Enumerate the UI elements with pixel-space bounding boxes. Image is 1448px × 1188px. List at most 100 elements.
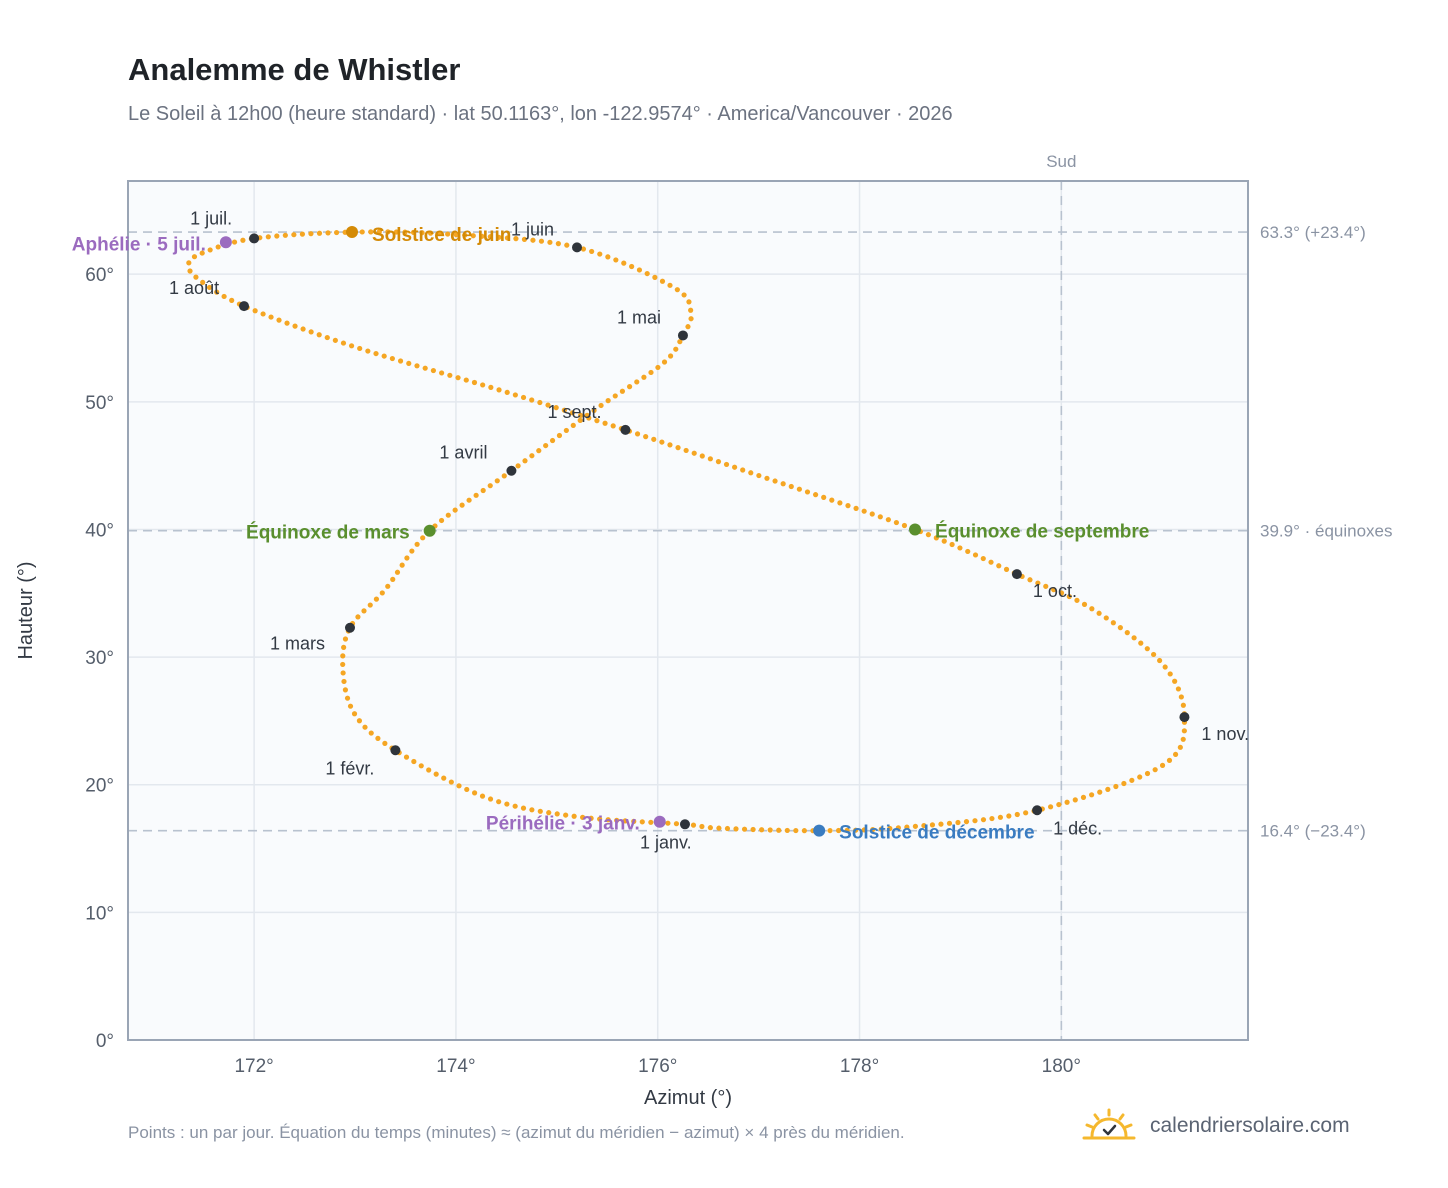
daily-sun-point bbox=[613, 257, 619, 263]
daily-sun-point bbox=[368, 229, 374, 235]
daily-sun-point bbox=[1027, 577, 1033, 583]
daily-sun-point bbox=[741, 826, 748, 832]
event-label: Équinoxe de mars bbox=[246, 522, 410, 544]
daily-sun-point bbox=[441, 775, 447, 781]
daily-sun-point bbox=[688, 316, 694, 322]
daily-sun-point bbox=[546, 810, 552, 816]
daily-sun-point bbox=[1157, 657, 1163, 664]
daily-sun-point bbox=[556, 432, 563, 439]
daily-sun-point bbox=[479, 233, 485, 239]
daily-sun-point bbox=[459, 502, 465, 508]
daily-sun-point bbox=[591, 407, 597, 413]
daily-sun-point bbox=[1172, 678, 1178, 684]
y-tick-label: 20° bbox=[85, 776, 114, 797]
daily-sun-point bbox=[410, 229, 417, 236]
daily-sun-point bbox=[756, 472, 762, 479]
chart-subtitle: Le Soleil à 12h00 (heure standard) · lat… bbox=[128, 103, 953, 125]
daily-sun-point bbox=[683, 447, 689, 454]
daily-sun-point bbox=[1043, 583, 1049, 589]
daily-sun-point bbox=[674, 287, 680, 293]
daily-sun-point bbox=[912, 823, 918, 829]
daily-sun-point bbox=[379, 590, 385, 596]
daily-sun-point bbox=[274, 233, 280, 239]
daily-sun-point bbox=[933, 535, 939, 541]
daily-sun-point bbox=[348, 343, 355, 349]
event-label: Équinoxe de septembre bbox=[935, 520, 1149, 542]
daily-sun-point bbox=[589, 248, 595, 255]
daily-sun-point bbox=[221, 293, 227, 300]
chart-title: Analemme de Whistler bbox=[128, 52, 461, 87]
daily-sun-point bbox=[276, 317, 282, 323]
daily-sun-point bbox=[1121, 780, 1127, 787]
daily-sun-point bbox=[186, 260, 192, 266]
daily-sun-point bbox=[397, 358, 404, 364]
daily-sun-point bbox=[829, 497, 835, 503]
daily-sun-point bbox=[260, 311, 266, 317]
month-label: 1 sept. bbox=[547, 402, 601, 422]
daily-sun-point bbox=[513, 236, 519, 242]
daily-sun-point bbox=[529, 807, 535, 813]
month-point bbox=[344, 622, 355, 633]
daily-sun-point bbox=[659, 439, 665, 445]
daily-sun-point bbox=[480, 382, 486, 388]
daily-sun-point bbox=[1129, 777, 1135, 783]
daily-sun-point bbox=[466, 497, 472, 503]
daily-sun-point bbox=[605, 817, 611, 823]
daily-sun-point bbox=[1064, 799, 1070, 805]
daily-sun-point bbox=[675, 445, 681, 451]
daily-sun-point bbox=[1006, 813, 1012, 819]
daily-sun-point bbox=[367, 602, 373, 608]
daily-sun-point bbox=[496, 799, 502, 805]
daily-sun-point bbox=[537, 399, 543, 406]
daily-sun-point bbox=[436, 230, 442, 237]
daily-sun-point bbox=[688, 307, 694, 313]
daily-sun-point bbox=[622, 818, 628, 824]
daily-sun-point bbox=[1096, 610, 1102, 616]
daily-sun-point bbox=[835, 827, 842, 834]
daily-sun-point bbox=[471, 790, 478, 796]
plot-area bbox=[128, 181, 1248, 1040]
brand-name: calendriersolaire.com bbox=[1150, 1114, 1350, 1137]
daily-sun-point bbox=[648, 369, 654, 376]
brand[interactable]: calendriersolaire.com bbox=[1082, 1106, 1350, 1146]
daily-sun-point bbox=[456, 783, 462, 789]
daily-sun-point bbox=[375, 735, 381, 742]
daily-sun-point bbox=[300, 326, 306, 332]
daily-sun-point bbox=[325, 230, 331, 236]
daily-sun-point bbox=[385, 229, 391, 235]
daily-sun-point bbox=[904, 824, 910, 830]
month-point bbox=[1179, 712, 1190, 723]
daily-sun-point bbox=[515, 463, 521, 469]
daily-sun-point bbox=[488, 384, 494, 390]
daily-sun-point bbox=[988, 559, 994, 565]
daily-sun-point bbox=[1058, 590, 1065, 596]
daily-sun-point bbox=[1180, 702, 1186, 708]
daily-sun-point bbox=[648, 819, 654, 825]
month-point bbox=[390, 745, 401, 756]
daily-sun-point bbox=[193, 274, 199, 280]
daily-sun-point bbox=[399, 562, 405, 568]
daily-sun-point bbox=[1113, 783, 1119, 790]
daily-sun-point bbox=[438, 517, 445, 524]
month-point bbox=[1032, 805, 1043, 816]
daily-sun-point bbox=[494, 478, 500, 484]
footer-note: Points : un par jour. Équation du temps … bbox=[128, 1123, 905, 1142]
daily-sun-point bbox=[536, 448, 542, 454]
daily-sun-point bbox=[1137, 774, 1143, 780]
daily-sun-point bbox=[341, 678, 347, 685]
daily-sun-point bbox=[804, 489, 811, 495]
daily-sun-point bbox=[394, 569, 401, 575]
month-point bbox=[620, 424, 631, 435]
x-tick-label: 174° bbox=[436, 1056, 475, 1077]
daily-sun-point bbox=[659, 278, 666, 284]
daily-sun-point bbox=[382, 740, 388, 746]
daily-sun-point bbox=[921, 822, 927, 829]
daily-sun-point bbox=[504, 389, 510, 396]
daily-sun-point bbox=[341, 644, 347, 650]
daily-sun-point bbox=[686, 299, 692, 305]
daily-sun-point bbox=[644, 270, 650, 277]
daily-sun-point bbox=[1080, 794, 1087, 800]
daily-sun-point bbox=[520, 394, 527, 401]
daily-sun-point bbox=[356, 718, 363, 724]
